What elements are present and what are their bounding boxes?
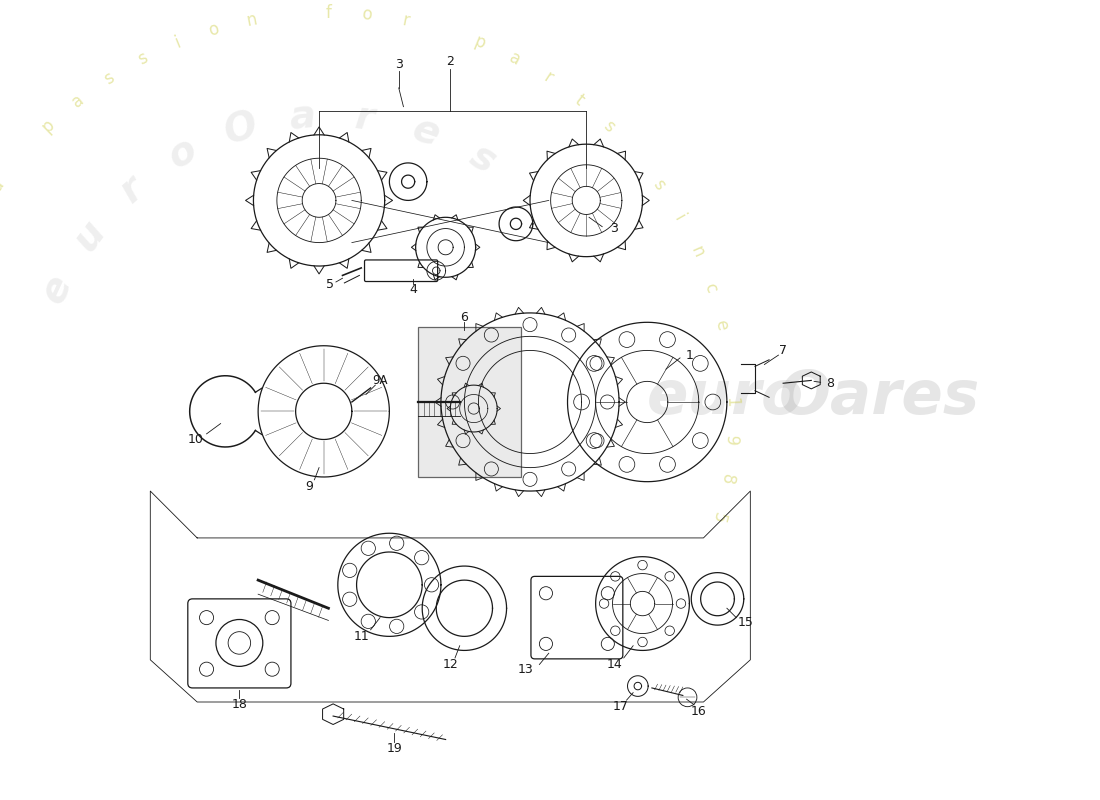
Text: 17: 17 <box>613 700 629 713</box>
Text: r: r <box>540 69 556 87</box>
Text: 3: 3 <box>610 222 618 235</box>
Text: 15: 15 <box>738 616 754 629</box>
Text: 13: 13 <box>517 662 534 676</box>
Text: 3: 3 <box>395 58 403 71</box>
Text: 11: 11 <box>353 630 370 643</box>
Text: 18: 18 <box>231 698 248 711</box>
Text: 9A: 9A <box>372 374 388 387</box>
Text: a: a <box>506 48 524 69</box>
Text: c: c <box>701 281 721 295</box>
FancyBboxPatch shape <box>418 327 520 477</box>
Text: a: a <box>0 175 9 194</box>
Text: 7: 7 <box>779 344 788 357</box>
Text: a: a <box>68 90 87 110</box>
Text: O: O <box>219 106 262 152</box>
Text: 1: 1 <box>723 396 740 408</box>
Text: i: i <box>172 33 183 51</box>
Text: 5: 5 <box>327 278 334 291</box>
Text: i: i <box>670 211 689 224</box>
Text: 6: 6 <box>461 311 469 324</box>
Text: p: p <box>471 32 487 53</box>
Text: 9: 9 <box>306 480 313 493</box>
Text: 19: 19 <box>386 742 402 755</box>
Text: o: o <box>361 6 373 24</box>
Text: a: a <box>287 97 317 138</box>
Text: 5: 5 <box>708 510 729 524</box>
Text: r: r <box>400 11 410 30</box>
Text: Oares: Oares <box>779 368 980 426</box>
Text: s: s <box>463 137 503 181</box>
Text: o: o <box>207 19 221 39</box>
Text: f: f <box>326 4 331 22</box>
Text: e: e <box>34 270 79 310</box>
Text: e: e <box>407 110 444 154</box>
Text: s: s <box>100 68 118 88</box>
FancyBboxPatch shape <box>364 260 438 282</box>
Text: 10: 10 <box>187 433 204 446</box>
Text: 2: 2 <box>447 55 454 68</box>
Text: p: p <box>39 116 58 136</box>
Text: r: r <box>112 169 152 210</box>
Text: 4: 4 <box>409 283 417 296</box>
Text: u: u <box>65 213 112 258</box>
Text: o: o <box>162 130 204 177</box>
Text: 16: 16 <box>691 705 706 718</box>
Text: euro: euro <box>647 368 804 426</box>
Text: s: s <box>134 49 151 69</box>
Text: t: t <box>571 91 587 110</box>
Text: 12: 12 <box>442 658 459 671</box>
FancyBboxPatch shape <box>531 576 623 659</box>
Text: 9: 9 <box>722 435 740 446</box>
Text: s: s <box>649 176 669 194</box>
Text: r: r <box>353 98 377 138</box>
Text: 14: 14 <box>606 658 623 671</box>
FancyBboxPatch shape <box>188 599 290 688</box>
Text: 8: 8 <box>717 473 736 486</box>
Text: 8: 8 <box>826 377 834 390</box>
Text: n: n <box>686 244 707 261</box>
Text: n: n <box>244 10 258 30</box>
Text: 1: 1 <box>685 349 693 362</box>
Text: s: s <box>600 117 618 135</box>
Text: e: e <box>712 318 732 332</box>
